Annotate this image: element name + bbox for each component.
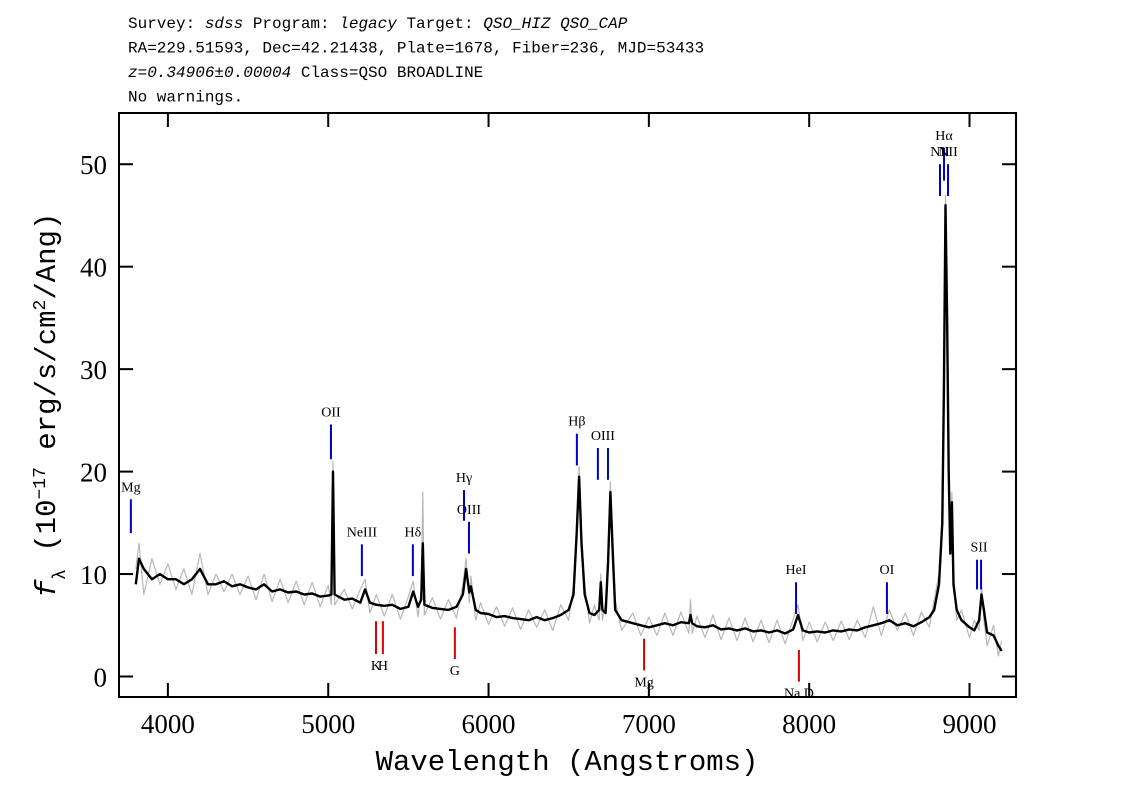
y-tick-label: 0	[94, 663, 108, 693]
y-tick-label: 10	[80, 560, 107, 590]
header-line: Survey: sdss Program: legacy Target: QSO…	[128, 15, 628, 33]
y-tick-label: 40	[80, 253, 107, 283]
spectrum-line	[134, 204, 1003, 652]
x-tick-label: 9000	[943, 709, 997, 739]
header-text: RA=229.51593, Dec=42.21438, Plate=1678, …	[128, 40, 704, 58]
header-text: Survey:	[128, 15, 205, 33]
y-label-text: /Ang)	[31, 213, 64, 300]
line-label: Hδ	[405, 525, 422, 540]
y-tick-label: 50	[80, 150, 107, 180]
y-label-text: erg/s/cm	[31, 310, 64, 467]
line-label: HeI	[786, 563, 807, 578]
line-label: Hα	[935, 129, 953, 144]
x-tick-label: 8000	[782, 709, 836, 739]
y-label-text: f	[31, 578, 64, 597]
plot-area	[129, 147, 1003, 682]
header-line: RA=229.51593, Dec=42.21438, Plate=1678, …	[128, 40, 704, 58]
line-label: K	[371, 659, 381, 674]
frame	[118, 112, 1017, 698]
line-label: OIII	[457, 503, 481, 518]
line-label: SII	[970, 541, 987, 556]
header-line: z=0.34906±0.00004 Class=QSO BROADLINE	[128, 64, 483, 82]
header-line: No warnings.	[128, 89, 243, 107]
line-label: Mg	[634, 675, 653, 690]
line-label: H	[378, 659, 388, 674]
y-label-text: 2	[31, 300, 51, 311]
x-tick-label: 6000	[462, 709, 516, 739]
y-label-text: −17	[31, 467, 51, 499]
y-label-text: (10	[31, 500, 64, 570]
x-tick-label: 4000	[141, 709, 195, 739]
line-label: G	[450, 664, 460, 679]
line-label: Hγ	[456, 471, 472, 486]
x-tick-label: 7000	[622, 709, 676, 739]
line-label: OII	[321, 405, 341, 420]
header-text: Program:	[243, 15, 339, 33]
y-axis-label: fλ (10−17 erg/s/cm2/Ang)	[31, 213, 71, 598]
line-label: NeIII	[347, 525, 378, 540]
line-label: NII	[930, 145, 950, 160]
header-text: QSO_HIZ QSO_CAP	[483, 15, 627, 33]
y-label-text: λ	[51, 569, 71, 580]
header-text: sdss	[205, 15, 243, 33]
spectrum-line	[135, 194, 1003, 657]
header-text: Target:	[397, 15, 483, 33]
line-label: Mg	[121, 480, 140, 495]
y-tick-label: 30	[80, 355, 107, 385]
x-tick-label: 5000	[301, 709, 355, 739]
line-label: Na D	[784, 687, 814, 702]
line-label: NII	[938, 145, 958, 160]
x-axis-label: Wavelength (Angstroms)	[376, 746, 759, 779]
header-text: Class=QSO BROADLINE	[291, 64, 483, 82]
line-label: OI	[880, 563, 895, 578]
y-tick-label: 20	[80, 458, 107, 488]
header-text: z=0.34906±0.00004	[128, 64, 291, 82]
line-label: OIII	[591, 429, 615, 444]
header-text: No warnings.	[128, 89, 243, 107]
line-label: Hβ	[568, 415, 585, 430]
header-text: legacy	[339, 15, 397, 33]
